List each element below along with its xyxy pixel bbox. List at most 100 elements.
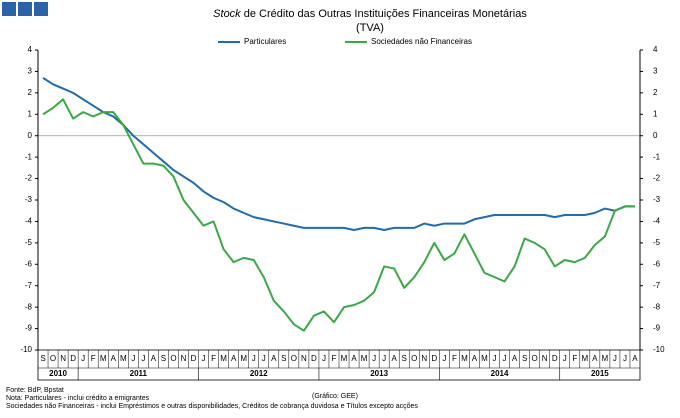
- x-tick-label: D: [70, 354, 76, 363]
- x-tick-label: J: [141, 354, 145, 363]
- x-tick-label: S: [281, 354, 286, 363]
- x-tick-label: S: [161, 354, 166, 363]
- x-tick-label: A: [231, 354, 237, 363]
- series-line: [42, 77, 635, 231]
- x-tick-label: M: [581, 354, 588, 363]
- y2-tick-label: 4: [653, 45, 658, 54]
- x-tick-label: O: [291, 354, 297, 363]
- y-tick-label: -2: [25, 174, 33, 183]
- y2-tick-label: 1: [653, 109, 658, 118]
- y-tick-label: -10: [20, 345, 32, 354]
- y2-tick-label: -6: [653, 259, 661, 268]
- x-tick-label: A: [271, 354, 277, 363]
- x-tick-label: M: [120, 354, 127, 363]
- year-label: 2013: [370, 369, 388, 378]
- legend-label: Particulares: [244, 37, 286, 46]
- x-tick-label: O: [50, 354, 56, 363]
- x-tick-label: J: [202, 354, 206, 363]
- logo-square: [2, 2, 16, 16]
- year-label: 2015: [591, 369, 609, 378]
- x-tick-label: J: [322, 354, 326, 363]
- y2-tick-label: 3: [653, 67, 658, 76]
- x-tick-label: N: [181, 354, 187, 363]
- x-tick-label: N: [542, 354, 548, 363]
- legend-label: Sociedades não Financeiras: [371, 37, 472, 46]
- x-tick-label: F: [452, 354, 457, 363]
- title-rest: de Crédito das Outras Instituições Finan…: [244, 8, 528, 20]
- y-tick-label: 0: [28, 131, 33, 140]
- x-tick-label: J: [372, 354, 376, 363]
- x-tick-label: M: [481, 354, 488, 363]
- x-tick-label: F: [332, 354, 337, 363]
- x-tick-label: J: [623, 354, 627, 363]
- logo-square: [18, 2, 32, 16]
- chart-subtitle: (TVA): [356, 22, 384, 34]
- x-tick-label: M: [461, 354, 468, 363]
- x-tick-label: J: [382, 354, 386, 363]
- y2-tick-label: 2: [653, 88, 658, 97]
- x-tick-label: F: [211, 354, 216, 363]
- x-tick-label: A: [151, 354, 157, 363]
- x-tick-label: O: [532, 354, 538, 363]
- x-tick-label: A: [111, 354, 117, 363]
- y2-tick-label: -3: [653, 195, 661, 204]
- title-italic: Stock: [213, 8, 241, 20]
- x-tick-label: N: [421, 354, 427, 363]
- series-line: [42, 98, 635, 332]
- y-tick-label: -4: [25, 217, 33, 226]
- y-tick-label: 3: [28, 67, 33, 76]
- y2-tick-label: -1: [653, 152, 661, 161]
- y-tick-label: -9: [25, 324, 33, 333]
- x-tick-label: S: [402, 354, 407, 363]
- x-tick-label: M: [341, 354, 348, 363]
- y-tick-label: 2: [28, 88, 33, 97]
- x-tick-label: J: [493, 354, 497, 363]
- x-tick-label: J: [442, 354, 446, 363]
- x-tick-label: J: [503, 354, 507, 363]
- x-tick-label: A: [472, 354, 478, 363]
- x-tick-label: J: [252, 354, 256, 363]
- x-tick-label: A: [512, 354, 518, 363]
- y-tick-label: -8: [25, 302, 33, 311]
- x-tick-label: A: [592, 354, 598, 363]
- x-tick-label: A: [392, 354, 398, 363]
- x-tick-label: S: [40, 354, 45, 363]
- x-tick-label: D: [191, 354, 197, 363]
- year-label: 2010: [49, 369, 67, 378]
- y-tick-label: -3: [25, 195, 33, 204]
- chart-title: Stock de Crédito das Outras Instituições…: [213, 8, 527, 20]
- x-tick-label: A: [351, 354, 357, 363]
- x-tick-label: O: [411, 354, 417, 363]
- y2-tick-label: -4: [653, 217, 661, 226]
- logo-square: [34, 2, 48, 16]
- x-tick-label: D: [311, 354, 317, 363]
- x-tick-label: A: [632, 354, 638, 363]
- x-tick-label: M: [220, 354, 227, 363]
- x-tick-label: N: [60, 354, 66, 363]
- year-label: 2012: [250, 369, 268, 378]
- x-tick-label: J: [81, 354, 85, 363]
- x-tick-label: D: [552, 354, 558, 363]
- x-tick-label: J: [613, 354, 617, 363]
- note: Nota: Particulares - inclui crédito a em…: [6, 395, 150, 402]
- y2-tick-label: -9: [653, 324, 661, 333]
- x-tick-label: M: [602, 354, 609, 363]
- y2-tick-label: -8: [653, 302, 661, 311]
- x-tick-label: S: [522, 354, 527, 363]
- credit: (Gráfico: GEE): [312, 393, 358, 400]
- x-tick-label: O: [170, 354, 176, 363]
- y2-tick-label: -2: [653, 174, 661, 183]
- y-tick-label: -7: [25, 281, 33, 290]
- y-tick-label: -5: [25, 238, 33, 247]
- y-tick-label: 1: [28, 109, 33, 118]
- y-tick-label: 4: [28, 45, 33, 54]
- y2-tick-label: 0: [653, 131, 658, 140]
- y2-tick-label: -5: [653, 238, 661, 247]
- year-label: 2014: [491, 369, 509, 378]
- x-tick-label: J: [131, 354, 135, 363]
- x-tick-label: D: [431, 354, 437, 363]
- y2-tick-label: -10: [653, 345, 665, 354]
- x-tick-label: M: [361, 354, 368, 363]
- year-label: 2011: [130, 369, 148, 378]
